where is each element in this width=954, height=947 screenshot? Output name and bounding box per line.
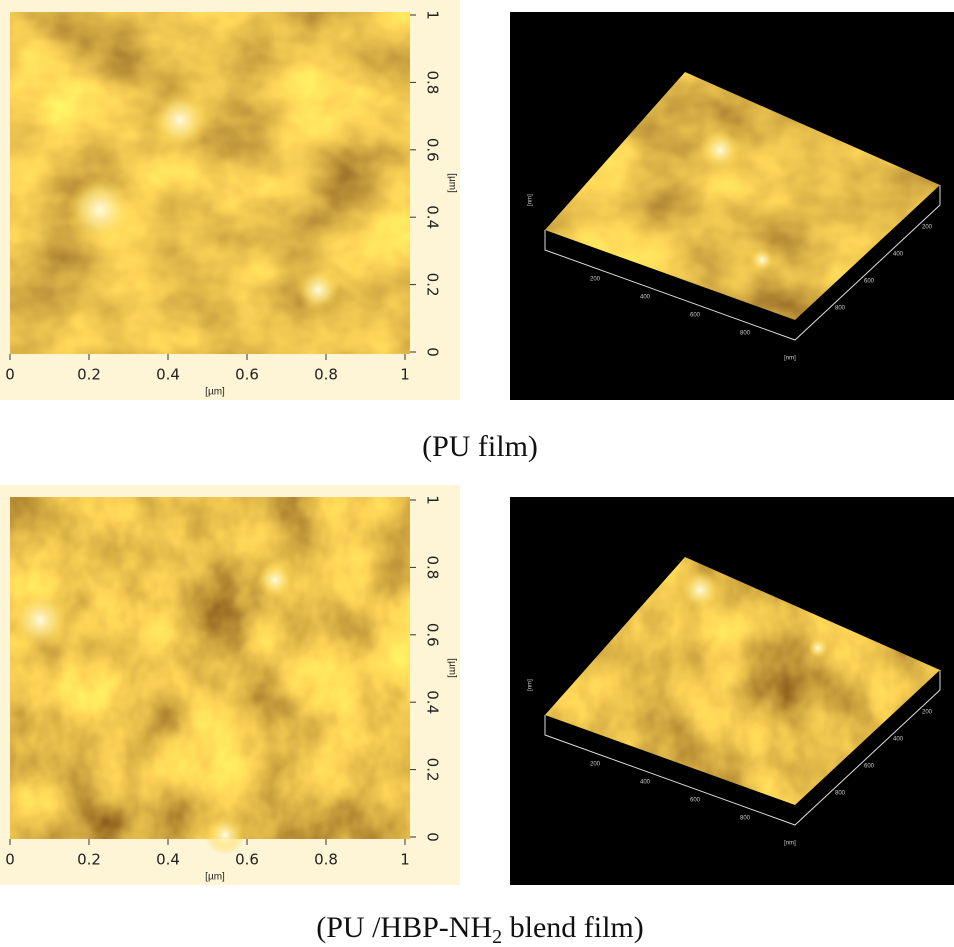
y-tick-label: 0 bbox=[424, 347, 442, 357]
x3d-tick-label: 800 bbox=[740, 816, 751, 822]
afm-image bbox=[10, 12, 410, 354]
bright-feature bbox=[750, 248, 774, 272]
x-tick-label: 0 bbox=[5, 366, 15, 384]
x3d-tick-label: 400 bbox=[640, 780, 651, 786]
corner-unit: [nm] bbox=[784, 841, 796, 847]
y-tick-label: 0.4 bbox=[424, 205, 442, 229]
caption-subscript: 2 bbox=[492, 926, 502, 947]
x3d-tick-label: 800 bbox=[740, 331, 751, 337]
y3d-tick-label: 600 bbox=[864, 764, 875, 770]
y-tick-label: 1 bbox=[424, 10, 442, 20]
x-tick-label: 0.4 bbox=[156, 851, 180, 869]
afm-image bbox=[10, 497, 410, 839]
y-tick-label: 0.4 bbox=[424, 690, 442, 714]
x-tick-label: 0 bbox=[5, 851, 15, 869]
bright-feature bbox=[808, 638, 828, 658]
caption-text: (PU /HBP-NH bbox=[316, 911, 492, 944]
y-tick-label: 0.6 bbox=[424, 623, 442, 647]
x-tick-label: 0.6 bbox=[235, 851, 259, 869]
y-tick-label: 1 bbox=[424, 495, 442, 505]
panel: 0 0.2 0.4 0.6 0.8 1 [µm] 0 0.2 0.4 0.6 0.8 1 [µm] 200 4… bbox=[0, 0, 954, 463]
y-tick-label: 0.8 bbox=[424, 70, 442, 94]
x3d-tick-label: 600 bbox=[690, 313, 701, 319]
x-tick-label: 1 bbox=[400, 851, 410, 869]
z3d-unit: [nm] bbox=[528, 679, 534, 691]
caption: (PU film) bbox=[422, 430, 538, 463]
y-tick-label: 0.2 bbox=[424, 273, 442, 297]
x-tick-label: 0.8 bbox=[314, 366, 338, 384]
bright-feature bbox=[257, 562, 293, 598]
panel: 0 0.2 0.4 0.6 0.8 1 [µm] 0 0.2 0.4 0.6 0.8 1 [µm] 200 4… bbox=[0, 485, 954, 947]
caption-text: (PU film) bbox=[422, 430, 538, 463]
caption-text-end: blend film) bbox=[502, 911, 644, 944]
x-tick-label: 0.2 bbox=[77, 366, 101, 384]
x-tick-label: 0.2 bbox=[77, 851, 101, 869]
x-axis-label: [µm] bbox=[205, 387, 225, 398]
bright-feature bbox=[205, 815, 245, 855]
caption: (PU /HBP-NH2 blend film) bbox=[316, 911, 644, 947]
y3d-tick-label: 200 bbox=[922, 225, 933, 231]
y-tick-label: 0 bbox=[424, 832, 442, 842]
bright-feature bbox=[150, 90, 210, 150]
x-axis-label: [µm] bbox=[205, 872, 225, 883]
y-tick-label: 0.2 bbox=[424, 758, 442, 782]
x-tick-label: 0.8 bbox=[314, 851, 338, 869]
y3d-tick-label: 400 bbox=[893, 737, 904, 743]
corner-unit: [nm] bbox=[784, 356, 796, 362]
bright-feature bbox=[10, 590, 70, 650]
figure-svg: 00.20.40.60.81[µm]00.20.40.60.81[µm]2004… bbox=[0, 0, 954, 947]
x3d-tick-label: 400 bbox=[640, 295, 651, 301]
y3d-tick-label: 200 bbox=[922, 710, 933, 716]
x-tick-label: 0.6 bbox=[235, 366, 259, 384]
y3d-tick-label: 800 bbox=[835, 306, 846, 312]
y-tick-label: 0.8 bbox=[424, 555, 442, 579]
y3d-tick-label: 400 bbox=[893, 252, 904, 258]
bright-feature bbox=[65, 175, 135, 245]
bright-feature bbox=[680, 570, 720, 610]
bright-feature bbox=[296, 268, 340, 312]
bright-feature bbox=[700, 130, 740, 170]
x3d-tick-label: 200 bbox=[590, 277, 601, 283]
x3d-tick-label: 600 bbox=[690, 798, 701, 804]
y-axis-label: [µm] bbox=[446, 173, 457, 193]
y3d-tick-label: 600 bbox=[864, 279, 875, 285]
figure: 00.20.40.60.81[µm]00.20.40.60.81[µm]2004… bbox=[0, 0, 954, 947]
y-tick-label: 0.6 bbox=[424, 138, 442, 162]
x3d-tick-label: 200 bbox=[590, 762, 601, 768]
y-axis-label: [µm] bbox=[446, 658, 457, 678]
z3d-unit: [nm] bbox=[528, 194, 534, 206]
y3d-tick-label: 800 bbox=[835, 791, 846, 797]
x-tick-label: 0.4 bbox=[156, 366, 180, 384]
x-tick-label: 1 bbox=[400, 366, 410, 384]
